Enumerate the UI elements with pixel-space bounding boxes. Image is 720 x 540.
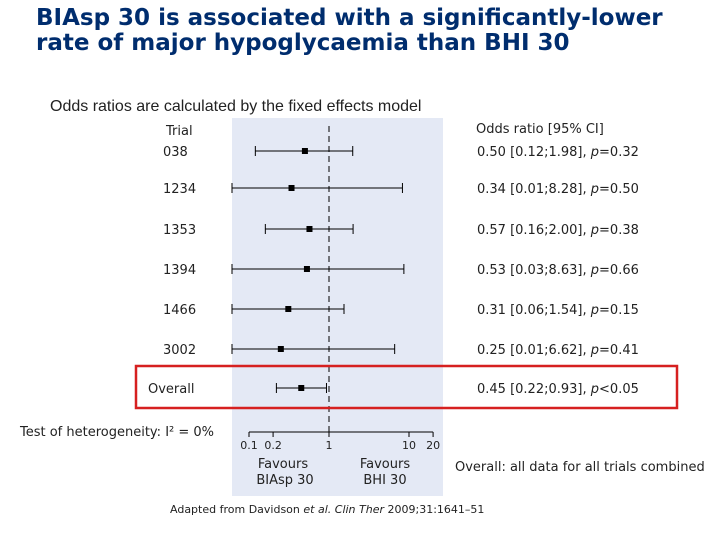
x-tick-label: 0.1 xyxy=(240,439,258,452)
trial-3002-point-estimate xyxy=(277,346,284,352)
trial-row: 3002 0.25 [0.01;6.62], p=0.41 xyxy=(163,343,639,358)
trial-1394-point-estimate xyxy=(303,266,310,272)
overall-row: Overall 0.45 [0.22;0.93], p<0.05 xyxy=(148,382,639,397)
trial-1466-or-label: 0.31 [0.06;1.54], p=0.15 xyxy=(477,303,639,318)
x-tick-label: 10 xyxy=(402,439,416,452)
trial-038-or-value: 0.50 [0.12;1.98], xyxy=(477,145,591,160)
heterogeneity-test: Test of heterogeneity: I² = 0% xyxy=(19,425,214,440)
trial-1234-or-label: 0.34 [0.01;8.28], p=0.50 xyxy=(477,182,639,197)
trial-1353-or-label: 0.57 [0.16;2.00], p=0.38 xyxy=(477,223,639,238)
trial-1353-trial-label: 1353 xyxy=(163,223,196,238)
overall-highlight-box xyxy=(134,364,679,410)
trial-1466-or-value: 0.31 [0.06;1.54], xyxy=(477,303,591,318)
trial-column-header: Trial xyxy=(165,124,193,139)
overall-p-value: <0.05 xyxy=(599,382,639,397)
trial-1394-p-value: =0.66 xyxy=(599,263,639,278)
trial-038-or-label: 0.50 [0.12;1.98], p=0.32 xyxy=(477,145,639,160)
trial-038-p-symbol: p xyxy=(590,145,599,160)
x-axis: 0.1 0.2 1 10 20 xyxy=(240,431,440,452)
source-prefix: Adapted from Davidson xyxy=(170,503,304,516)
trial-1234-or-value: 0.34 [0.01;8.28], xyxy=(477,182,591,197)
trial-1466-trial-label: 1466 xyxy=(163,303,196,318)
trial-038-p-value: =0.32 xyxy=(599,145,639,160)
overall-or-value: 0.45 [0.22;0.93], xyxy=(477,382,591,397)
trial-3002-trial-label: 3002 xyxy=(163,343,196,358)
source-citation: Adapted from Davidson et al. Clin Ther 2… xyxy=(170,503,484,516)
trial-1353-or-value: 0.57 [0.16;2.00], xyxy=(477,223,591,238)
overall-or-label: 0.45 [0.22;0.93], p<0.05 xyxy=(477,382,639,397)
trial-1353-p-symbol: p xyxy=(590,223,599,238)
trial-3002-p-value: =0.41 xyxy=(599,343,639,358)
trial-row: 038 0.50 [0.12;1.98], p=0.32 xyxy=(163,145,639,160)
x-tick-label: 0.2 xyxy=(264,439,282,452)
favours-left-line1: Favours xyxy=(258,457,308,472)
source-citation-detail: 2009;31:1641–51 xyxy=(384,503,485,516)
trial-038-point-estimate xyxy=(301,148,308,154)
trial-1234-trial-label: 1234 xyxy=(163,182,196,197)
source-journal: Clin Ther xyxy=(331,503,385,516)
trial-1394-or-label: 0.53 [0.03;8.63], p=0.66 xyxy=(477,263,639,278)
trial-3002-or-value: 0.25 [0.01;6.62], xyxy=(477,343,591,358)
favours-right-line2: BHI 30 xyxy=(363,473,406,488)
trial-1394-or-value: 0.53 [0.03;8.63], xyxy=(477,263,591,278)
trial-row: 1234 0.34 [0.01;8.28], p=0.50 xyxy=(163,182,639,197)
page-title: BIAsp 30 is associated with a significan… xyxy=(36,5,663,56)
trial-3002-or-label: 0.25 [0.01;6.62], p=0.41 xyxy=(477,343,639,358)
trial-1234-p-value: =0.50 xyxy=(599,182,639,197)
trial-1234-point-estimate xyxy=(288,185,295,191)
trial-1466-p-value: =0.15 xyxy=(599,303,639,318)
trial-038-trial-label: 038 xyxy=(163,145,188,160)
trial-1466-p-symbol: p xyxy=(590,303,599,318)
trial-1466-point-estimate xyxy=(285,306,292,312)
trial-1353-p-value: =0.38 xyxy=(599,223,639,238)
source-et-al: et al. xyxy=(303,503,332,516)
overall-trial-label: Overall xyxy=(148,382,194,397)
subtitle: Odds ratios are calculated by the fixed … xyxy=(50,98,422,115)
trial-row: 1394 0.53 [0.03;8.63], p=0.66 xyxy=(163,263,639,278)
x-tick-label: 20 xyxy=(426,439,440,452)
trial-1394-trial-label: 1394 xyxy=(163,263,196,278)
overall-note: Overall: all data for all trials combine… xyxy=(455,460,705,475)
trial-1353-point-estimate xyxy=(306,226,313,232)
trial-row: 1466 0.31 [0.06;1.54], p=0.15 xyxy=(163,303,639,318)
plot-background-panel xyxy=(232,118,443,496)
trial-row: 1353 0.57 [0.16;2.00], p=0.38 xyxy=(163,223,639,238)
overall-point-estimate xyxy=(298,385,305,391)
favours-right-line1: Favours xyxy=(360,457,410,472)
trial-3002-p-symbol: p xyxy=(590,343,599,358)
odds-ratio-column-header: Odds ratio [95% CI] xyxy=(476,122,604,137)
favours-left-line2: BIAsp 30 xyxy=(256,473,313,488)
x-tick-label: 1 xyxy=(326,439,333,452)
overall-p-symbol: p xyxy=(590,382,599,397)
trial-1234-p-symbol: p xyxy=(590,182,599,197)
trial-1394-p-symbol: p xyxy=(590,263,599,278)
